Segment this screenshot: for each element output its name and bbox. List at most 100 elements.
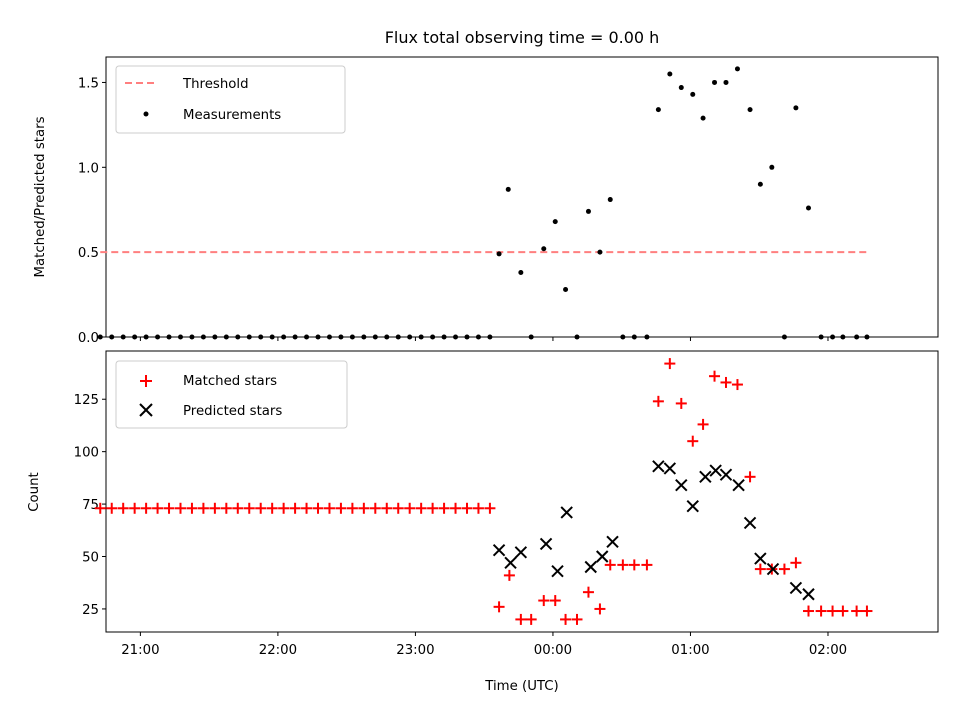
measurements-point (597, 249, 603, 255)
top-y-tick-label: 0.5 (78, 246, 99, 261)
bottom-legend-box (115, 360, 348, 429)
measurements-point (830, 334, 836, 340)
measurements-point (734, 66, 740, 72)
measurements-point (505, 186, 511, 192)
measurements-point (487, 334, 493, 340)
measurements-point (475, 334, 481, 340)
matched-stars-point (617, 559, 629, 571)
legend-measurements-label: Measurements (183, 108, 281, 123)
x-tick-label: 01:00 (671, 643, 709, 658)
bottom-x-ticks: 21:00 22:00 23:00 00:00 01:00 02:00 (121, 632, 847, 658)
matched-stars-point (582, 586, 594, 598)
matched-stars-point (641, 559, 653, 571)
matched-stars-point (243, 502, 255, 514)
matched-stars-point (94, 502, 106, 514)
predicted-stars-point (732, 479, 745, 492)
measurements-point (781, 334, 787, 340)
measurements-point (235, 334, 241, 340)
legend-predicted-swatch (139, 403, 153, 417)
measurements-point (189, 334, 195, 340)
measurements-point (338, 334, 344, 340)
matched-stars-point (560, 613, 572, 625)
matched-stars-point (538, 595, 550, 607)
measurements-point (223, 334, 229, 340)
measurements-point (430, 334, 436, 340)
predicted-stars-point (802, 588, 815, 601)
measurements-point (407, 334, 413, 340)
measurements-point (644, 334, 650, 340)
bottom-y-tick-label: 125 (74, 393, 99, 408)
matched-stars-point (837, 605, 849, 617)
measurements-point (528, 334, 534, 340)
x-tick-label: 21:00 (121, 643, 159, 658)
measurements-point (258, 334, 264, 340)
predicted-stars-point (754, 552, 767, 565)
legend-measurements-swatch (143, 111, 149, 117)
matched-stars-point (117, 502, 129, 514)
top-legend-box (115, 65, 346, 134)
matched-stars-point (358, 502, 370, 514)
measurements-point (166, 334, 172, 340)
predicted-stars-point (652, 460, 665, 473)
predicted-stars-point (551, 564, 564, 578)
measurements-point (292, 334, 298, 340)
bottom-y-ticks: 25 50 75 100 125 (74, 393, 106, 618)
top-x-ticks (139, 337, 829, 341)
measurements-point (678, 85, 684, 91)
bottom-y-tick-label: 50 (82, 551, 99, 566)
measurements-point (281, 334, 287, 340)
matched-stars-point (209, 502, 221, 514)
legend-matched-label: Matched stars (183, 374, 277, 389)
matched-stars-point (754, 563, 766, 575)
matched-stars-point (571, 613, 583, 625)
predicted-stars-point (492, 544, 506, 557)
matched-stars-point (335, 502, 347, 514)
predicted-stars-point (663, 462, 677, 475)
bottom-panel: 25 50 75 100 125 21:00 22:00 23:00 00:00 01:00 02… (27, 350, 939, 694)
measurements-point (177, 334, 183, 340)
matched-stars-point (697, 418, 709, 430)
measurements-point (496, 251, 502, 257)
matched-stars-point (861, 605, 873, 617)
measurements-point (631, 334, 637, 340)
bottom-data-marks (94, 358, 873, 625)
top-data-marks (97, 66, 870, 340)
matched-stars-point (827, 605, 839, 617)
chart-title: Flux total observing time = 0.00 h (385, 28, 660, 47)
matched-stars-point (255, 502, 267, 514)
measurements-point (854, 334, 860, 340)
matched-stars-point (152, 502, 164, 514)
x-axis-label: Time (UTC) (484, 679, 559, 694)
measurements-point (585, 208, 591, 214)
predicted-stars-point (789, 581, 803, 595)
matched-stars-point (106, 502, 118, 514)
measurements-point (212, 334, 218, 340)
top-panel: 0.0 0.5 1.0 1.5 Matched/Predicted stars Thr… (33, 56, 939, 346)
matched-stars-point (549, 595, 561, 607)
matched-stars-point (369, 502, 381, 514)
matched-stars-point (744, 471, 756, 483)
predicted-stars-point (686, 499, 699, 513)
x-tick-label: 02:00 (809, 643, 847, 658)
measurements-point (418, 334, 424, 340)
matched-stars-point (427, 502, 439, 514)
measurements-point (690, 91, 696, 97)
matched-stars-point (709, 370, 721, 382)
matched-stars-point (461, 502, 473, 514)
matched-stars-point (652, 395, 664, 407)
bottom-y-tick-label: 75 (82, 498, 99, 513)
matched-stars-point (594, 603, 606, 615)
measurements-point (200, 334, 206, 340)
measurements-point (453, 334, 459, 340)
predicted-stars-point (584, 560, 597, 574)
matched-stars-point (289, 502, 301, 514)
matched-stars-point (720, 376, 732, 388)
measurements-point (793, 105, 799, 111)
predicted-stars-point (743, 516, 757, 530)
measurements-point (246, 334, 252, 340)
matched-stars-point (312, 502, 324, 514)
predicted-stars-point (699, 470, 712, 484)
measurements-point (620, 334, 626, 340)
matched-stars-point (525, 613, 537, 625)
matched-stars-point (232, 502, 244, 514)
